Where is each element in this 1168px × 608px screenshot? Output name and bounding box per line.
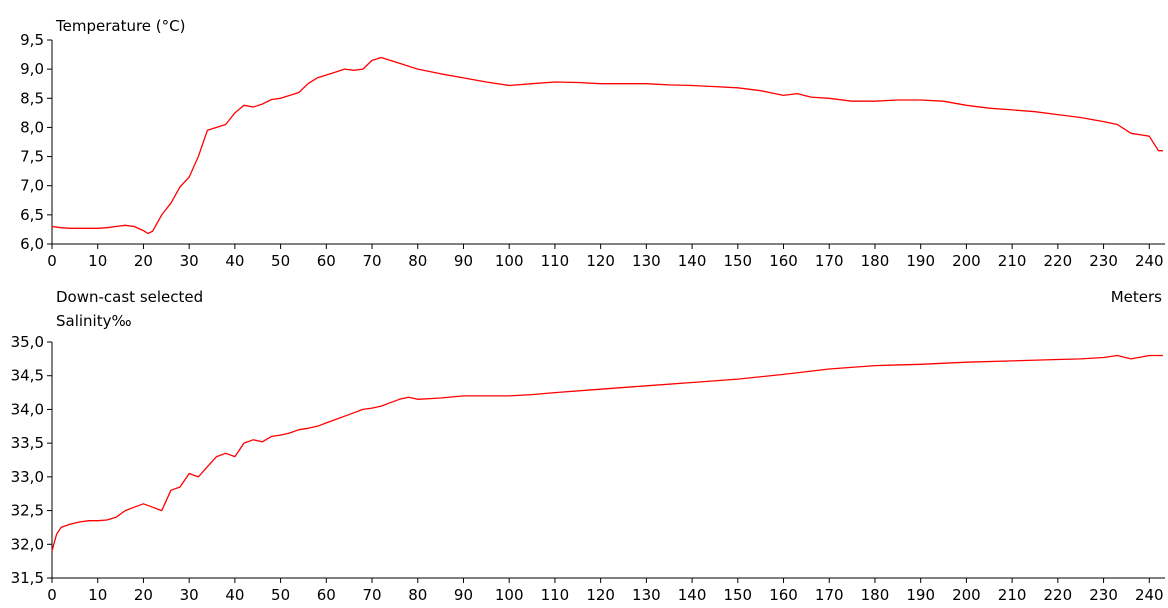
x-tick-label: 130 — [632, 252, 661, 270]
x-tick-label: 220 — [1044, 252, 1073, 270]
x-tick-label: 30 — [180, 252, 199, 270]
x-tick-label: 230 — [1089, 586, 1118, 604]
x-tick-label: 110 — [541, 586, 570, 604]
x-tick-label: 140 — [678, 252, 707, 270]
x-tick-label: 20 — [134, 252, 153, 270]
x-tick-label: 90 — [454, 252, 473, 270]
y-tick-label: 31,5 — [11, 569, 44, 587]
y-tick-label: 35,0 — [11, 333, 44, 351]
x-tick-label: 240 — [1135, 252, 1164, 270]
x-tick-label: 150 — [723, 252, 752, 270]
y-tick-label: 6,0 — [20, 235, 44, 253]
series-line — [51, 354, 1163, 552]
y-tick-label: 7,0 — [20, 177, 44, 195]
y-tick-label: 33,0 — [11, 468, 44, 486]
x-tick-label: 240 — [1135, 586, 1164, 604]
x-tick-label: 10 — [88, 586, 107, 604]
x-tick-label: 30 — [180, 586, 199, 604]
x-tick-label: 190 — [906, 252, 935, 270]
x-tick-label: 160 — [769, 586, 798, 604]
y-tick-label: 32,5 — [11, 502, 44, 520]
temperature-panel: 6,0 6,5 7,0 7,5 8,0 8,5 9,0 9,5 0 10 20 30 40 50 60 70 8… — [20, 31, 1165, 270]
x-tick-label: 20 — [134, 586, 153, 604]
y-tick-label: 34,0 — [11, 400, 44, 418]
status-label: Down-cast selected — [56, 288, 204, 306]
x-tick-label: 190 — [906, 586, 935, 604]
x-unit-label: Meters — [1110, 288, 1162, 306]
x-tick-label: 60 — [317, 252, 336, 270]
x-tick-label: 140 — [678, 586, 707, 604]
x-tick-label: 230 — [1089, 252, 1118, 270]
salinity-chart-title: Salinity‰ — [56, 312, 132, 330]
y-tick-label: 32,0 — [11, 535, 44, 553]
x-tick-label: 60 — [317, 586, 336, 604]
x-tick-label: 130 — [632, 586, 661, 604]
x-tick-label: 100 — [495, 586, 524, 604]
x-tick-label: 120 — [586, 252, 615, 270]
temperature-chart-title: Temperature (°C) — [56, 17, 186, 35]
series-line — [51, 56, 1163, 235]
x-tick-label: 10 — [88, 252, 107, 270]
y-tick-label: 34,5 — [11, 367, 44, 385]
x-tick-label: 90 — [454, 586, 473, 604]
x-tick-label: 100 — [495, 252, 524, 270]
x-tick-label: 120 — [586, 586, 615, 604]
y-tick-label: 33,5 — [11, 434, 44, 452]
x-tick-label: 180 — [861, 252, 890, 270]
x-tick-label: 50 — [271, 586, 290, 604]
x-tick-label: 210 — [998, 586, 1027, 604]
x-tick-label: 180 — [861, 586, 890, 604]
x-tick-label: 80 — [408, 586, 427, 604]
y-tick-label: 9,5 — [20, 31, 44, 49]
x-tick-label: 160 — [769, 252, 798, 270]
y-tick-label: 9,0 — [20, 60, 44, 78]
x-tick-label: 210 — [998, 252, 1027, 270]
x-tick-label: 170 — [815, 252, 844, 270]
x-tick-label: 0 — [47, 586, 57, 604]
x-tick-label: 50 — [271, 252, 290, 270]
x-tick-label: 70 — [362, 586, 381, 604]
x-tick-label: 150 — [723, 586, 752, 604]
y-tick-label: 7,5 — [20, 148, 44, 166]
salinity-panel: 31,5 32,0 32,5 33,0 33,5 34,0 34,5 35,0 0 10 20 30 4… — [11, 333, 1165, 604]
x-tick-label: 170 — [815, 586, 844, 604]
x-tick-label: 200 — [952, 252, 981, 270]
x-tick-label: 40 — [225, 586, 244, 604]
x-tick-label: 80 — [408, 252, 427, 270]
x-tick-label: 40 — [225, 252, 244, 270]
y-tick-label: 8,0 — [20, 118, 44, 136]
x-tick-label: 0 — [47, 252, 57, 270]
y-tick-label: 6,5 — [20, 206, 44, 224]
x-tick-label: 70 — [362, 252, 381, 270]
x-tick-label: 110 — [541, 252, 570, 270]
x-tick-label: 220 — [1044, 586, 1073, 604]
x-tick-label: 200 — [952, 586, 981, 604]
y-tick-label: 8,5 — [20, 89, 44, 107]
